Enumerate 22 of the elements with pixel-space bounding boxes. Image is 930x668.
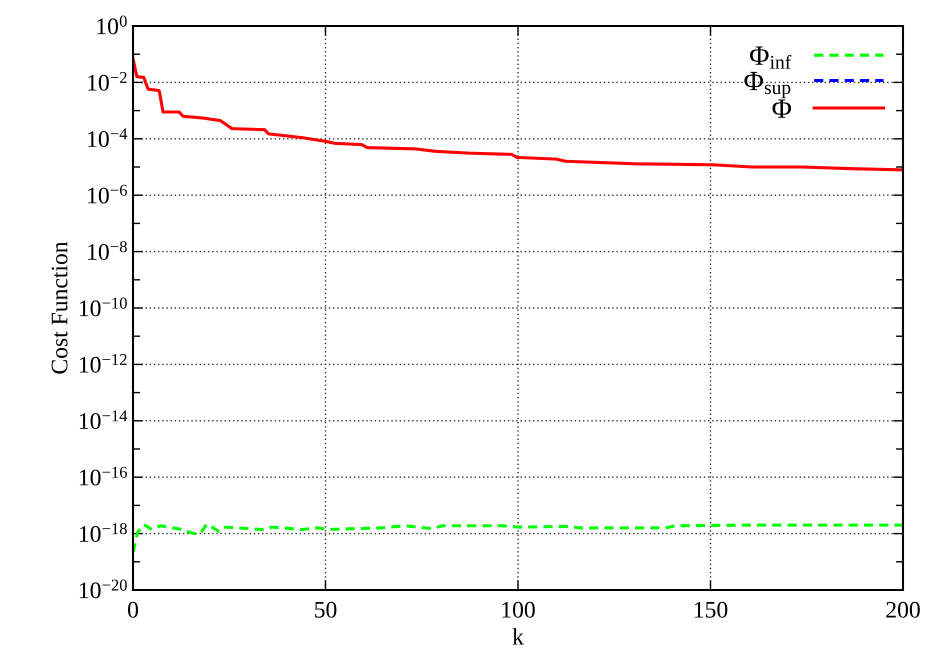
- x-tick-label: 0: [128, 602, 138, 618]
- legend-label: Φ: [772, 100, 792, 118]
- y-axis-title: Cost Function: [52, 242, 68, 374]
- x-tick-label: 150: [694, 602, 728, 618]
- y-tick-label: 10$^{−8}$: [88, 241, 127, 260]
- x-tick-label: 100: [502, 602, 535, 618]
- y-tick-label: 10$^{−14}$: [80, 410, 128, 430]
- y-tick-label: 10$^{−10}$: [80, 298, 127, 316]
- y-tick-label: 10$^{−18}$: [80, 523, 127, 542]
- y-tick-label: 10$^{−16}$: [80, 466, 128, 486]
- y-tick-label: 10$^{0}$: [97, 16, 127, 34]
- y-tick-label: 10$^{−2}$: [88, 72, 127, 91]
- x-axis-title: k: [512, 628, 524, 644]
- line-series: [133, 522, 903, 554]
- legend-label: Φ$_{sup}$: [744, 72, 790, 98]
- y-tick-label: 10$^{−6}$: [88, 184, 128, 204]
- x-tick-label: 50: [315, 602, 336, 618]
- legend-label: Φ$_{inf}$: [750, 46, 792, 69]
- x-tick-label: 200: [886, 602, 920, 618]
- y-tick-label: 10$^{−20}$: [80, 580, 127, 598]
- y-tick-label: 10$^{−12}$: [80, 354, 127, 373]
- y-tick-label: 10$^{−4}$: [88, 128, 128, 148]
